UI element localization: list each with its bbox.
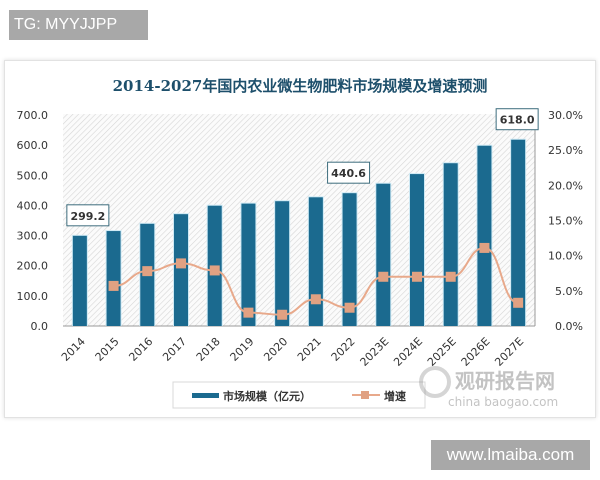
y-left-tick: 500.0 xyxy=(17,169,49,182)
y-left-tick: 300.0 xyxy=(17,230,49,243)
x-tick: 2015 xyxy=(93,335,122,364)
x-tick: 2025E xyxy=(425,335,459,369)
x-tick: 2016 xyxy=(126,335,155,364)
x-tick: 2019 xyxy=(228,335,257,364)
y-left-tick: 0.0 xyxy=(31,320,49,333)
y-left-tick: 600.0 xyxy=(17,139,49,152)
chart-title: 2014-2027年国内农业微生物肥料市场规模及增速预测 xyxy=(113,77,488,95)
y-right-tick: 15.0% xyxy=(548,215,583,228)
watermark-cn: 观研报告网 xyxy=(455,369,555,393)
growth-marker xyxy=(344,302,355,313)
x-tick: 2027E xyxy=(492,335,526,369)
x-tick: 2020 xyxy=(261,335,290,364)
bar xyxy=(443,163,458,326)
bar xyxy=(174,214,188,326)
x-tick: 2018 xyxy=(194,335,223,364)
legend-bar-swatch xyxy=(192,393,219,398)
growth-marker xyxy=(142,266,153,277)
x-tick: 2023E xyxy=(357,335,391,369)
growth-marker xyxy=(277,309,288,320)
site-badge: www.lmaiba.com xyxy=(431,440,590,470)
growth-marker xyxy=(513,297,524,308)
bar xyxy=(72,235,87,326)
growth-marker xyxy=(412,271,422,282)
growth-marker xyxy=(108,280,119,291)
growth-marker xyxy=(310,294,321,305)
bar xyxy=(275,201,290,326)
bar xyxy=(410,174,424,326)
legend-bar-label: 市场规模（亿元） xyxy=(223,389,311,403)
data-label: 618.0 xyxy=(500,114,535,127)
x-tick: 2017 xyxy=(160,335,189,364)
data-label-box xyxy=(495,108,539,131)
y-right-tick: 5.0% xyxy=(555,285,583,298)
growth-marker xyxy=(243,307,254,318)
y-left-tick: 400.0 xyxy=(17,199,49,212)
bar xyxy=(511,139,526,326)
growth-marker xyxy=(445,271,456,282)
plot-area xyxy=(63,114,535,326)
growth-marker xyxy=(479,242,490,253)
legend: 市场规模（亿元） 增速 xyxy=(172,381,426,409)
y-left-tick: 100.0 xyxy=(17,290,49,303)
growth-marker xyxy=(209,265,220,276)
bar xyxy=(342,193,357,326)
bar xyxy=(376,183,391,326)
bar xyxy=(477,145,492,326)
legend-line-label: 增速 xyxy=(384,389,406,403)
y-left-tick: 700.0 xyxy=(17,109,49,122)
x-tick: 2022 xyxy=(329,335,358,364)
data-label-box xyxy=(66,204,110,227)
tg-badge: TG: MYYJJPP xyxy=(9,10,148,40)
bar xyxy=(308,197,323,326)
growth-marker xyxy=(378,271,389,282)
bar xyxy=(106,231,121,326)
watermark-en: china baogao.com xyxy=(448,395,558,409)
bar xyxy=(241,203,256,326)
legend-line-marker xyxy=(361,391,369,399)
watermark: 观研报告网 china baogao.com xyxy=(419,366,558,409)
data-label: 299.2 xyxy=(70,210,105,223)
y-left-tick: 200.0 xyxy=(17,260,49,273)
data-label: 440.6 xyxy=(331,167,366,180)
data-label-box xyxy=(327,161,371,184)
x-tick: 2021 xyxy=(295,335,324,364)
x-tick: 2024E xyxy=(391,335,425,369)
x-tick: 2014 xyxy=(59,335,88,364)
x-tick: 2026E xyxy=(459,335,493,369)
y-right-tick: 30.0% xyxy=(548,109,583,122)
y-right-tick: 0.0% xyxy=(555,320,583,333)
growth-marker xyxy=(176,258,186,269)
y-right-tick: 10.0% xyxy=(548,250,583,263)
y-right-tick: 20.0% xyxy=(548,179,583,192)
y-right-tick: 25.0% xyxy=(548,144,583,157)
